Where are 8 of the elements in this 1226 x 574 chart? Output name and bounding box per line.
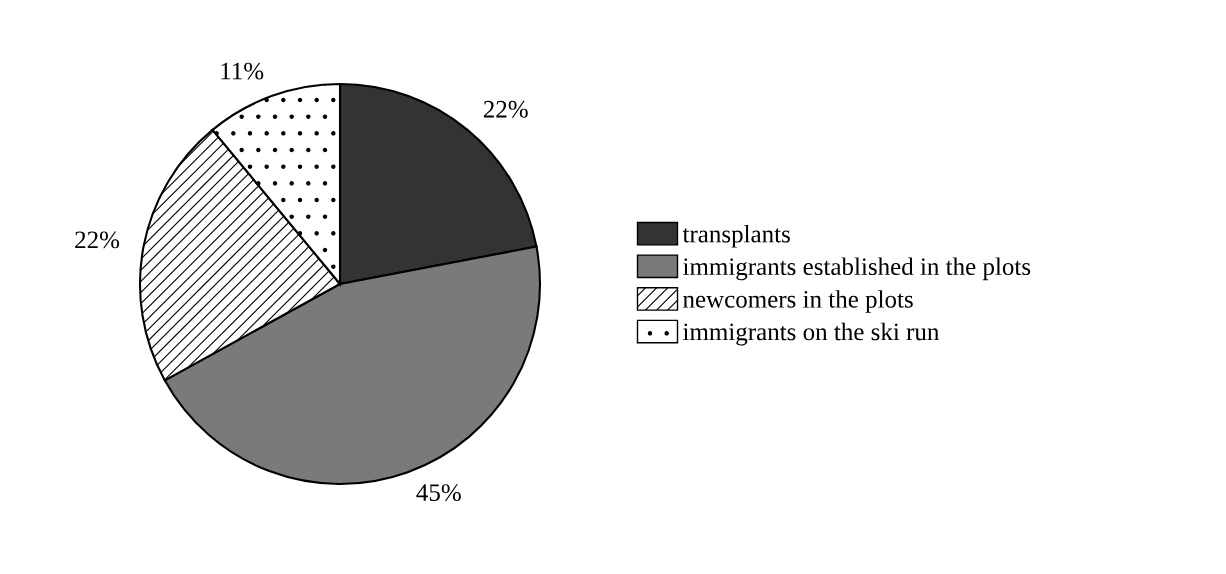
legend-label: immigrants on the ski run: [683, 322, 940, 346]
data-label: 45%: [416, 484, 461, 502]
data-label: 11%: [221, 62, 264, 80]
legend-label: transplants: [682, 224, 790, 248]
legend-label: newcomers in the plots: [683, 290, 913, 313]
data-label: 22%: [75, 231, 120, 249]
data-label: 22%: [483, 100, 528, 118]
legend-label: immigrants established in the plots: [683, 257, 1031, 281]
